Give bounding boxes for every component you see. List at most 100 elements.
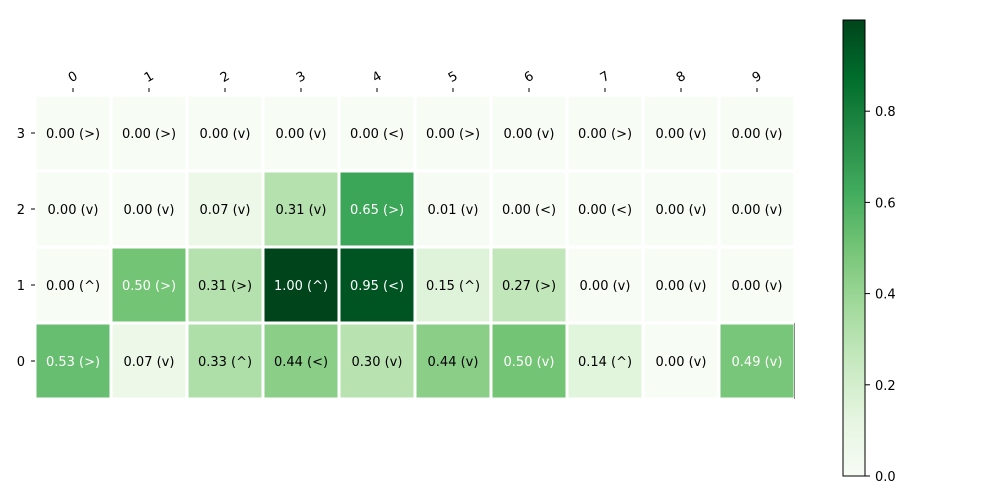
heatmap-cell-label: 0.00 (>) [426,127,480,142]
colorbar-tick-label: 0.0 [875,470,896,485]
heatmap-cell: 0.07 (v) [188,172,262,246]
heatmap-cell: 0.27 (>) [492,248,566,322]
heatmap-cell-label: 0.00 (v) [732,279,783,294]
colorbar-tick-label: 0.8 [875,105,896,120]
heatmap-cell-label: 0.00 (<) [502,203,556,218]
heatmap-cell-rect [112,248,186,322]
heatmap-cell: 0.50 (>) [112,248,186,322]
heatmap-cell-rect [188,324,262,398]
y-tick-label: 3 [17,127,25,142]
heatmap-cell-rect [720,172,794,246]
heatmap-cell: 0.00 (v) [720,172,794,246]
heatmap-cell: 0.44 (v) [416,324,490,398]
x-axis-ticks: 0 1 2 3 4 5 6 7 8 9 [66,69,765,92]
x-tick-label: 5 [446,69,461,86]
heatmap-cell-label: 0.00 (v) [200,127,251,142]
heatmap-cell-rect [188,172,262,246]
heatmap-cell: 0.00 (>) [112,96,186,170]
heatmap-cell-label: 0.00 (>) [578,127,632,142]
x-tick-label: 1 [142,69,157,86]
heatmap-cell-rect [568,248,642,322]
heatmap-cell: 0.00 (v) [644,172,718,246]
heatmap-cell-label: 0.50 (>) [122,279,176,294]
heatmap-cell-rect [644,248,718,322]
heatmap-cell-rect [36,324,110,398]
heatmap-cell: 0.00 (<) [492,172,566,246]
heatmap-cell: 0.00 (v) [492,96,566,170]
y-tick-label: 2 [17,203,25,218]
heatmap-cell-label: 0.07 (v) [200,203,251,218]
heatmap-cell-label: 0.00 (>) [122,127,176,142]
heatmap-cell-rect [340,324,414,398]
heatmap-cell-label: 0.00 (v) [732,127,783,142]
heatmap-cell: 0.00 (v) [112,172,186,246]
heatmap-cell-rect [340,172,414,246]
colorbar-tick-label: 0.4 [875,288,896,303]
heatmap-cell-rect [492,172,566,246]
y-tick-label: 1 [17,279,25,294]
heatmap-cell-rect [112,172,186,246]
heatmap-cell: 0.00 (v) [720,248,794,322]
x-tick-label: 3 [294,69,309,86]
y-tick-label: 0 [17,355,25,370]
heatmap-grid: 0.00 (>) 0.00 (>) 0.00 (v) 0.00 (v) 0.00 (<)… [36,96,795,399]
heatmap-cell-label: 0.30 (v) [352,355,403,370]
heatmap-cell: 0.49 (v) [720,324,794,398]
heatmap-cell-rect [492,96,566,170]
heatmap-cell: 0.65 (>) [340,172,414,246]
heatmap-cell-rect [720,324,794,398]
heatmap-cell: 0.00 (>) [568,96,642,170]
heatmap-cell-label: 0.31 (>) [198,279,252,294]
heatmap-cell-label: 0.95 (<) [350,279,404,294]
heatmap-cell-label: 0.50 (v) [504,355,555,370]
heatmap-cell-label: 0.00 (v) [656,127,707,142]
heatmap-cell-rect [264,172,338,246]
x-tick-label: 2 [218,69,233,86]
heatmap-cell-label: 0.27 (>) [502,279,556,294]
heatmap-cell: 0.00 (^) [36,248,110,322]
heatmap-cell: 0.95 (<) [340,248,414,322]
heatmap-cell-label: 0.00 (v) [504,127,555,142]
heatmap-cell: 0.00 (v) [36,172,110,246]
heatmap-cell-rect [340,96,414,170]
heatmap-cell: 0.50 (v) [492,324,566,398]
heatmap-cell: 0.00 (<) [340,96,414,170]
x-tick-label: 9 [750,69,765,86]
heatmap-cell-label: 0.49 (v) [732,355,783,370]
heatmap-cell-label: 0.00 (v) [276,127,327,142]
heatmap-cell: 0.33 (^) [188,324,262,398]
heatmap-cell-rect [112,96,186,170]
heatmap-cell-label: 0.00 (<) [578,203,632,218]
heatmap-cell-rect [416,172,490,246]
heatmap-cell-label: 1.00 (^) [274,279,328,294]
heatmap-cell-rect [568,96,642,170]
heatmap-cell-rect [36,172,110,246]
heatmap-cell-label: 0.00 (<) [350,127,404,142]
heatmap-cell: 0.31 (v) [264,172,338,246]
heatmap-cell: 0.00 (v) [568,248,642,322]
heatmap-cell-rect [36,96,110,170]
heatmap-cell: 0.00 (v) [644,96,718,170]
heatmap-cell-label: 0.00 (v) [124,203,175,218]
heatmap-cell-rect [112,324,186,398]
heatmap-cell-rect [416,96,490,170]
heatmap-cell: 0.00 (v) [644,324,718,398]
heatmap-cell-label: 0.00 (v) [656,279,707,294]
heatmap-cell: 1.00 (^) [264,248,338,322]
heatmap-cell-rect [492,248,566,322]
heatmap-cell-label: 0.00 (>) [46,127,100,142]
heatmap-cell-label: 0.00 (v) [732,203,783,218]
heatmap-cell-rect [264,324,338,398]
heatmap-cell-rect [568,324,642,398]
heatmap-cell: 0.31 (>) [188,248,262,322]
heatmap-cell-rect [416,324,490,398]
heatmap-cell-rect [644,324,718,398]
heatmap-cell-label: 0.00 (v) [656,355,707,370]
colorbar: 0.0 0.2 0.4 0.6 0.8 [842,19,896,485]
colorbar-tick-label: 0.6 [875,196,896,211]
heatmap-cell: 0.44 (<) [264,324,338,398]
heatmap-cell-rect [188,96,262,170]
heatmap-cell-label: 0.00 (^) [46,279,100,294]
heatmap-cell-label: 0.00 (v) [656,203,707,218]
